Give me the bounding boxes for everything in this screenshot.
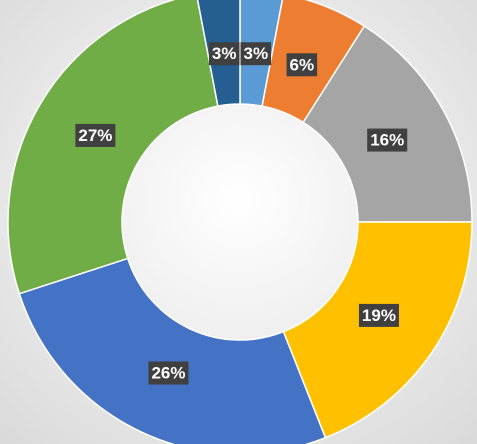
donut-segment bbox=[302, 25, 473, 223]
data-label: 19% bbox=[362, 306, 396, 325]
label-box bbox=[367, 128, 408, 152]
donut-segment bbox=[18, 257, 327, 444]
donut-segment bbox=[282, 221, 473, 439]
data-label: 16% bbox=[370, 131, 404, 150]
label-box bbox=[208, 42, 240, 66]
data-label: 6% bbox=[290, 55, 315, 74]
label-box bbox=[240, 42, 272, 66]
data-label: 3% bbox=[212, 44, 237, 63]
label-box bbox=[358, 303, 399, 327]
data-label: 26% bbox=[151, 363, 185, 382]
label-box bbox=[286, 53, 318, 77]
label-box bbox=[148, 361, 189, 385]
data-label: 3% bbox=[244, 44, 269, 63]
label-box bbox=[75, 123, 116, 147]
data-label: 27% bbox=[78, 126, 112, 145]
